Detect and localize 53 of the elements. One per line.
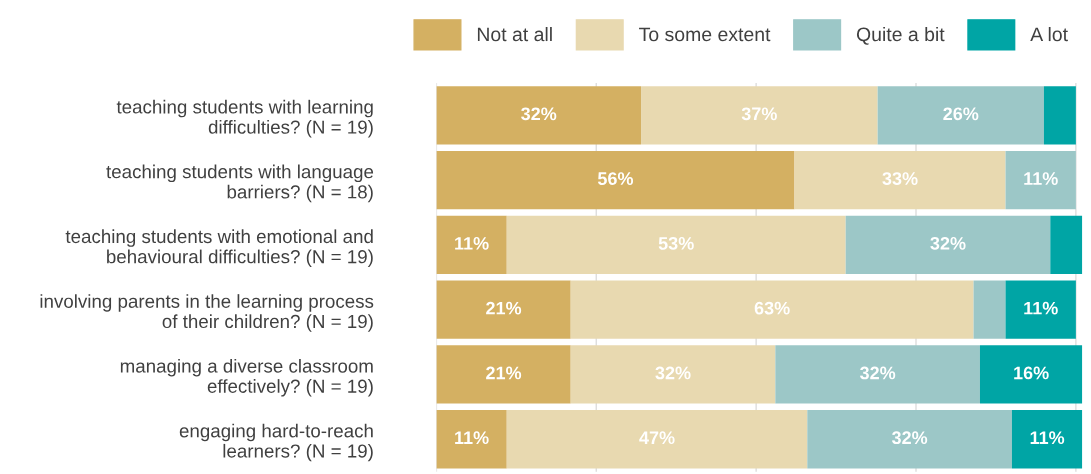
data-label: 21% (486, 366, 522, 380)
data-label: 11% (1030, 431, 1065, 445)
data-label: 32% (859, 366, 896, 380)
data-label: 47% (639, 431, 675, 445)
data-label: 11% (455, 431, 489, 445)
data-label: 11% (1024, 301, 1058, 315)
bar (641, 86, 878, 145)
data-label: 32% (521, 107, 557, 121)
data-label: 11% (1024, 172, 1058, 185)
data-label: 63% (754, 301, 790, 315)
bar (979, 345, 1083, 404)
legend-label: Quite a bit (856, 26, 945, 45)
y-tick-label: teaching students with learning difficulties? (N = 19) (116, 99, 373, 138)
y-tick-label: involving parents in the learning process of their children? (N = 19) (40, 294, 374, 332)
data-label: 33% (882, 172, 918, 185)
data-label: 16% (1014, 366, 1049, 380)
bar (973, 280, 1006, 339)
bar (436, 345, 571, 404)
bar (794, 150, 1006, 210)
bar (1043, 86, 1076, 145)
data-label: 21% (486, 301, 522, 315)
bar (845, 215, 1051, 275)
bar (436, 150, 795, 210)
bar (436, 215, 507, 275)
bar (506, 215, 846, 275)
legend-label: A lot (1030, 26, 1068, 42)
bar (877, 86, 1044, 145)
bar (436, 280, 571, 339)
y-tick-label: teaching students with emotional and behavioural difficulties? (N = 19) (65, 229, 373, 268)
data-label: 56% (597, 172, 634, 185)
bar (570, 280, 974, 339)
data-label: 11% (455, 237, 489, 250)
bar (506, 410, 808, 469)
data-label: 32% (891, 431, 928, 445)
data-label: 53% (658, 236, 694, 250)
bar (807, 410, 1012, 469)
bar (1005, 280, 1076, 339)
data-label: 32% (930, 236, 966, 250)
y-tick-label: engaging hard-to-reach learners? (N = 19) (179, 423, 373, 462)
bar (1011, 410, 1083, 469)
bar (436, 410, 507, 469)
y-tick-label: managing a diverse classroom effectively? (N = 19) (120, 358, 373, 397)
bar (436, 86, 642, 145)
legend-label: To some extent (639, 27, 771, 42)
bar (570, 345, 776, 404)
data-label: 32% (655, 366, 691, 380)
data-label: 37% (741, 107, 777, 121)
data-label: 26% (943, 107, 979, 121)
legend-label: Not at all (477, 26, 552, 42)
bar (1005, 150, 1076, 210)
bar (775, 345, 980, 404)
y-tick-label: teaching students with language barriers? (N = 18) (106, 164, 374, 203)
bar (1050, 215, 1083, 275)
